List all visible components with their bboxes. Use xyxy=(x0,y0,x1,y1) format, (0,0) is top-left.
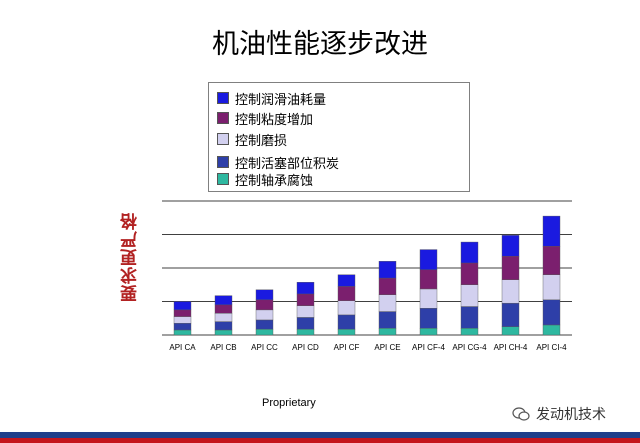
legend-item-wear: 控制磨损 xyxy=(217,130,288,149)
bar-segment xyxy=(542,274,561,301)
bar-segment xyxy=(501,326,520,336)
bar-segment xyxy=(296,293,315,306)
x-tick-label: API CA xyxy=(169,343,196,352)
bar-segment xyxy=(460,262,479,285)
bar-segment xyxy=(173,309,192,317)
legend-swatch xyxy=(217,133,229,145)
bar-segment xyxy=(501,235,520,257)
bar-segment xyxy=(460,328,479,336)
x-tick-label: API CF xyxy=(334,343,360,352)
bar-segment xyxy=(542,246,561,275)
bar-segment xyxy=(419,308,438,329)
bar-segment xyxy=(419,269,438,290)
x-tick-label: API CE xyxy=(374,343,400,352)
bar-segment xyxy=(296,282,315,295)
bar-segment xyxy=(378,294,397,312)
chart-legend: 控制润滑油耗量 控制粘度增加 控制磨损 控制活塞部位积炭 控制轴承腐蚀 xyxy=(208,82,470,192)
brand-watermark: 发动机技术 xyxy=(512,404,606,424)
bottom-stripe xyxy=(0,432,640,443)
bar-segment xyxy=(337,328,356,336)
bar-segment xyxy=(501,279,520,304)
bar-segment xyxy=(337,274,356,287)
bar-segment xyxy=(460,284,479,307)
bar-segment xyxy=(542,299,561,326)
bar-segment xyxy=(255,319,274,330)
legend-label: 控制润滑油耗量 xyxy=(235,92,327,108)
x-tick-label: API CI-4 xyxy=(536,343,567,352)
bar-segment xyxy=(296,305,315,318)
brand-name: 发动机技术 xyxy=(536,407,606,423)
x-tick-label: API CG-4 xyxy=(452,343,487,352)
x-tick-label: API CH-4 xyxy=(494,343,528,352)
legend-item-piston-deposits: 控制活塞部位积炭 xyxy=(217,153,340,172)
x-tick-label: API CC xyxy=(251,343,278,352)
footer-proprietary: Proprietary xyxy=(262,397,316,409)
bar-segment xyxy=(378,277,397,295)
bar-segment xyxy=(378,311,397,329)
bar-segment xyxy=(378,261,397,279)
bar-segment xyxy=(542,215,561,247)
legend-item-bearing-corrosion: 控制轴承腐蚀 xyxy=(217,170,314,189)
bar-segment xyxy=(542,324,561,336)
bar-segment xyxy=(337,286,356,301)
legend-swatch xyxy=(217,112,229,124)
x-tick-label: API CD xyxy=(292,343,319,352)
bar-segment xyxy=(255,328,274,336)
wechat-icon xyxy=(512,407,530,421)
bar-segment xyxy=(214,295,233,306)
bar-segment xyxy=(501,256,520,280)
legend-item-oil-consumption: 控制润滑油耗量 xyxy=(217,89,327,108)
bar-segment xyxy=(337,300,356,316)
bar-segment xyxy=(173,323,192,331)
bar-segment xyxy=(173,329,192,336)
legend-swatch xyxy=(217,156,229,168)
bar-segment xyxy=(296,328,315,336)
x-tick-label: API CB xyxy=(210,343,236,352)
bar-segment xyxy=(501,302,520,327)
bar-segment xyxy=(460,241,479,264)
bar-segment xyxy=(255,289,274,301)
bar-segment xyxy=(255,299,274,311)
bar-segment xyxy=(419,328,438,336)
legend-label: 控制轴承腐蚀 xyxy=(235,173,314,189)
bar-segment xyxy=(214,329,233,336)
bottom-stripe-blue xyxy=(0,432,640,438)
bar-segment xyxy=(214,313,233,322)
legend-label: 控制磨损 xyxy=(235,133,288,149)
bottom-stripe-red xyxy=(0,438,640,443)
legend-label: 控制粘度增加 xyxy=(235,112,314,128)
legend-label: 控制活塞部位积炭 xyxy=(235,156,340,172)
slide-title: 机油性能逐步改进 xyxy=(212,29,428,60)
bar-segment xyxy=(173,301,192,311)
bar-segment xyxy=(419,249,438,270)
bar-segment xyxy=(214,321,233,331)
bar-segment xyxy=(296,317,315,330)
legend-swatch xyxy=(217,173,229,185)
legend-item-viscosity: 控制粘度增加 xyxy=(217,109,314,128)
bar-segment xyxy=(419,288,438,309)
bar-segment xyxy=(378,328,397,336)
bar-segment xyxy=(173,316,192,324)
bar-segment xyxy=(255,309,274,321)
bar-segment xyxy=(460,306,479,329)
bar-segment xyxy=(337,314,356,330)
legend-swatch xyxy=(217,92,229,104)
x-tick-label: API CF-4 xyxy=(412,343,445,352)
bar-segment xyxy=(214,304,233,314)
